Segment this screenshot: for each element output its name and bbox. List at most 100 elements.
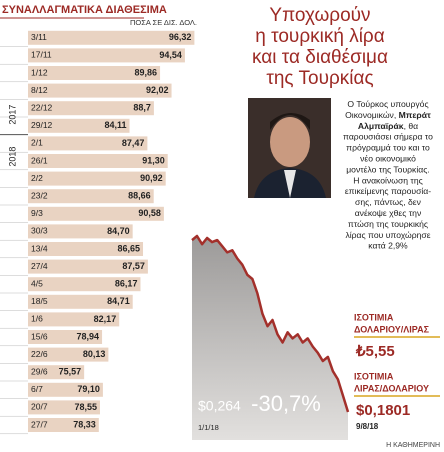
bar — [28, 365, 85, 380]
year-label: 2017 — [7, 105, 17, 125]
photo — [248, 98, 331, 198]
rate-label: ΛΙΡΑΣ/ΔΟΛΑΡΙΟΥ — [354, 383, 429, 393]
value-label: 87,47 — [122, 138, 145, 148]
subtitle: ΠΟΣΑ ΣΕ ΔΙΣ. ΔΟΛ. — [130, 18, 197, 27]
value-label: 79,10 — [77, 384, 100, 394]
year-label: 2018 — [7, 147, 17, 167]
chart-title: ΣΥΝΑΛΛΑΓΜΑΤΙΚΑ ΔΙΑΘΕΣΙΜΑ — [2, 4, 167, 16]
category-label: 27/7 — [31, 419, 48, 429]
bar — [28, 30, 195, 45]
category-label: 20/7 — [31, 402, 48, 412]
footer: Η ΚΑΘΗΜΕΡΙΝΗ — [386, 442, 440, 449]
category-label: 8/12 — [31, 85, 48, 95]
category-label: 15/6 — [31, 331, 48, 341]
category-label: 22/12 — [31, 102, 53, 112]
category-label: 1/6 — [31, 314, 43, 324]
bar — [28, 418, 99, 432]
date-label: 9/8/18 — [356, 422, 379, 431]
value-label: 94,54 — [159, 50, 182, 60]
start-label: $0,264 — [198, 398, 241, 414]
value-label: 84,70 — [107, 226, 130, 236]
article-line: ανέκοψε χθες την — [355, 208, 422, 218]
rate-value: $0,1801 — [356, 402, 410, 419]
article-run: μοντέλο της Τουρκίας. — [346, 165, 430, 175]
article-line: Ο Τούρκος υπουργός — [347, 99, 428, 109]
category-label: 2/2 — [31, 173, 43, 183]
value-label: 78,94 — [77, 331, 100, 341]
bar — [28, 154, 168, 168]
article-run: επικείμενης παρουσία- — [345, 186, 431, 196]
article-line: πρόγραμμά του και το — [346, 143, 430, 153]
bar — [28, 66, 161, 80]
headline: Υποχωρούν — [269, 5, 370, 26]
category-label: 29/6 — [31, 366, 48, 376]
category-label: 26/1 — [31, 155, 48, 165]
value-label: 88,66 — [128, 191, 151, 201]
value-label: 75,57 — [59, 367, 82, 377]
value-label: 86,65 — [117, 243, 140, 253]
category-label: 23/2 — [31, 190, 48, 200]
value-label: 78,55 — [74, 402, 97, 412]
article-line: νέο οικονομικό — [360, 154, 416, 164]
value-label: 87,57 — [122, 261, 145, 271]
article-run: , θα — [404, 121, 419, 131]
article-line: σης, πάντως, δεν — [355, 197, 421, 207]
rate-label: ΙΣΟΤΙΜΙΑ — [354, 371, 394, 381]
bar — [28, 330, 103, 344]
article-run: Οικονομικών, — [345, 110, 398, 120]
headline: και τα διαθέσιμα — [252, 47, 388, 68]
category-label: 4/5 — [31, 278, 43, 288]
article-line: πτώση της τουρκικής — [348, 219, 428, 229]
line — [191, 234, 350, 413]
category-label: 18/5 — [31, 296, 48, 306]
article-run: Ο Τούρκος υπουργός — [347, 99, 428, 109]
article-run: Αλμπαϊράκ — [358, 121, 404, 131]
category-label: 13/4 — [31, 243, 48, 253]
bar — [28, 259, 148, 274]
value-label: 84,71 — [107, 296, 130, 306]
article-run: πτώση της τουρκικής — [348, 219, 428, 229]
article-run: νέο οικονομικό — [360, 154, 416, 164]
article-run: Η ανακοίνωση της — [353, 176, 423, 186]
bar — [28, 400, 100, 415]
article-line: λίρας που υποχώρησε — [345, 230, 430, 240]
headline: της Τουρκίας — [266, 68, 373, 89]
category-label: 22/6 — [31, 349, 48, 359]
bar — [28, 312, 120, 327]
category-label: 1/12 — [31, 67, 48, 77]
value-label: 92,02 — [146, 85, 169, 95]
value-label: 80,13 — [83, 349, 106, 359]
rate-label: ΔΟΛΑΡΙΟΥ/ΛΙΡΑΣ — [354, 324, 430, 334]
value-label: 84,11 — [104, 120, 126, 130]
article-line: Η ανακοίνωση της — [353, 176, 423, 186]
x-label: 1/1/18 — [198, 423, 219, 432]
value-label: 86,17 — [115, 279, 138, 289]
article-run: πρόγραμμά του και το — [346, 143, 430, 153]
bar — [28, 136, 148, 151]
bar — [28, 118, 130, 133]
article-run: κατά 2,9% — [368, 241, 408, 251]
bar — [28, 242, 144, 256]
category-label: 9/3 — [31, 208, 43, 218]
category-label: 29/12 — [31, 120, 53, 130]
article-run: παρουσιάσει σήμερα το — [343, 132, 433, 142]
value-label: 96,32 — [169, 32, 192, 42]
rate-label: ΙΣΟΤΙΜΙΑ — [354, 312, 394, 322]
bar — [28, 48, 185, 63]
bar — [28, 101, 154, 116]
category-label: 6/7 — [31, 384, 43, 394]
category-label: 3/11 — [31, 32, 47, 42]
bar — [28, 224, 133, 239]
bar — [28, 189, 154, 204]
category-label: 17/11 — [31, 50, 52, 60]
bar — [28, 83, 172, 98]
area — [192, 236, 348, 440]
value-label: 91,30 — [142, 155, 165, 165]
bar — [28, 382, 103, 397]
headline: η τουρκική λίρα — [255, 26, 384, 47]
bar — [28, 277, 141, 292]
category-label: 2/1 — [31, 138, 43, 148]
article-line: μοντέλο της Τουρκίας. — [346, 165, 430, 175]
change-label: -30,7% — [251, 391, 321, 416]
